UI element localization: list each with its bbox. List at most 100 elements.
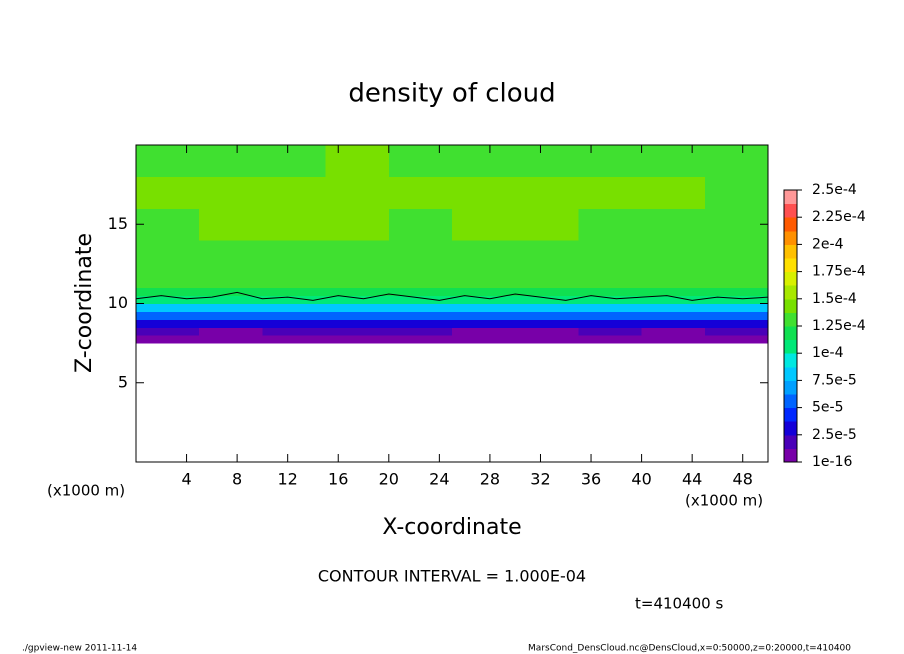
heat-cell [388, 303, 453, 312]
time-label: t=410400 s [635, 595, 723, 613]
heat-cell [136, 287, 200, 297]
heat-cell [704, 208, 769, 241]
heat-cell [578, 319, 643, 328]
heat-cell [136, 327, 200, 336]
colorbar-label: 1e-4 [812, 345, 844, 361]
heat-cell [578, 176, 643, 209]
heat-cell [136, 145, 200, 178]
x-tick-label: 4 [181, 470, 191, 489]
heat-cell [262, 240, 327, 273]
heat-cell [578, 311, 643, 320]
heat-cell [262, 319, 327, 328]
heat-cell [704, 295, 769, 304]
heat-cell [704, 303, 769, 312]
heat-cell [262, 303, 327, 312]
heat-cell [578, 271, 643, 289]
heat-cell [704, 327, 769, 336]
heat-cell [641, 327, 706, 336]
heat-cell [641, 271, 706, 289]
colorbar-label: 1.5e-4 [812, 291, 857, 307]
heat-cell [325, 271, 390, 289]
contour-line [135, 291, 769, 301]
heat-cell [388, 176, 453, 209]
x-unit: (x1000 m) [685, 492, 763, 510]
heat-cell [199, 240, 263, 273]
heat-cell [388, 287, 453, 297]
heat-cell [704, 287, 769, 297]
heat-cell [262, 271, 327, 289]
heat-cell [704, 319, 769, 328]
y-axis-label: Z-coordinate [72, 233, 97, 373]
x-tick-label: 20 [379, 470, 399, 489]
heat-cell [641, 303, 706, 312]
heat-cell [515, 295, 579, 304]
heat-cell [641, 208, 706, 241]
heat-cell [515, 145, 579, 178]
colorbar-box [784, 312, 797, 327]
footer-right: MarsCond_DensCloud.nc@DensCloud,x=0:5000… [528, 644, 851, 654]
heat-cell [388, 208, 453, 241]
heat-cell [641, 240, 706, 273]
heat-cell [452, 303, 516, 312]
colorbar-box [784, 203, 797, 218]
heat-cell [515, 311, 579, 320]
heat-cell [578, 327, 643, 336]
x-tick-label: 40 [631, 470, 651, 489]
heat-cell [388, 271, 453, 289]
heat-cell [452, 240, 516, 273]
contour-interval: CONTOUR INTERVAL = 1.000E-04 [318, 567, 586, 586]
heat-cell [136, 176, 200, 209]
heat-cell [199, 208, 263, 241]
heat-cell [136, 240, 200, 273]
colorbar-box [784, 434, 797, 449]
colorbar-box [784, 339, 797, 354]
x-tick-label: 44 [682, 470, 702, 489]
x-tick-label: 36 [581, 470, 601, 489]
heat-cell [515, 208, 579, 241]
y-unit: (x1000 m) [47, 482, 125, 500]
x-tick-label: 32 [530, 470, 550, 489]
heat-cell [578, 335, 643, 344]
heat-cell [262, 327, 327, 336]
colorbar-box [784, 421, 797, 436]
heat-cell [325, 319, 390, 328]
heat-cell [388, 240, 453, 273]
heat-cell [262, 176, 327, 209]
heat-cell [325, 176, 390, 209]
heat-cell [515, 327, 579, 336]
heat-cell [452, 335, 516, 344]
heat-cell [515, 287, 579, 297]
heat-cell [641, 311, 706, 320]
heat-cell [199, 335, 263, 344]
heat-cell [262, 335, 327, 344]
heat-cell [704, 176, 769, 209]
colorbar-box [784, 366, 797, 381]
heat-cell [578, 208, 643, 241]
heat-cell [452, 327, 516, 336]
heat-cell [325, 287, 390, 297]
heat-cell [136, 319, 200, 328]
heat-cell [578, 145, 643, 178]
colorbar-box [784, 326, 797, 341]
x-tick-label: 48 [733, 470, 753, 489]
colorbar-box [784, 230, 797, 245]
heat-cell [515, 303, 579, 312]
heat-cell [262, 287, 327, 297]
heat-cell [388, 145, 453, 178]
x-tick-label: 8 [232, 470, 242, 489]
heat-cell [325, 303, 390, 312]
heat-cell [704, 335, 769, 344]
heat-cell [136, 295, 200, 304]
heat-cell [199, 303, 263, 312]
heat-cell [578, 303, 643, 312]
heat-cell [262, 208, 327, 241]
heat-cell [388, 311, 453, 320]
heat-cell [325, 327, 390, 336]
heat-cell [325, 208, 390, 241]
chart-title: density of cloud [348, 79, 555, 109]
colorbar-box [784, 271, 797, 286]
heat-cell [388, 327, 453, 336]
heat-cell [704, 145, 769, 178]
heat-cell [452, 319, 516, 328]
